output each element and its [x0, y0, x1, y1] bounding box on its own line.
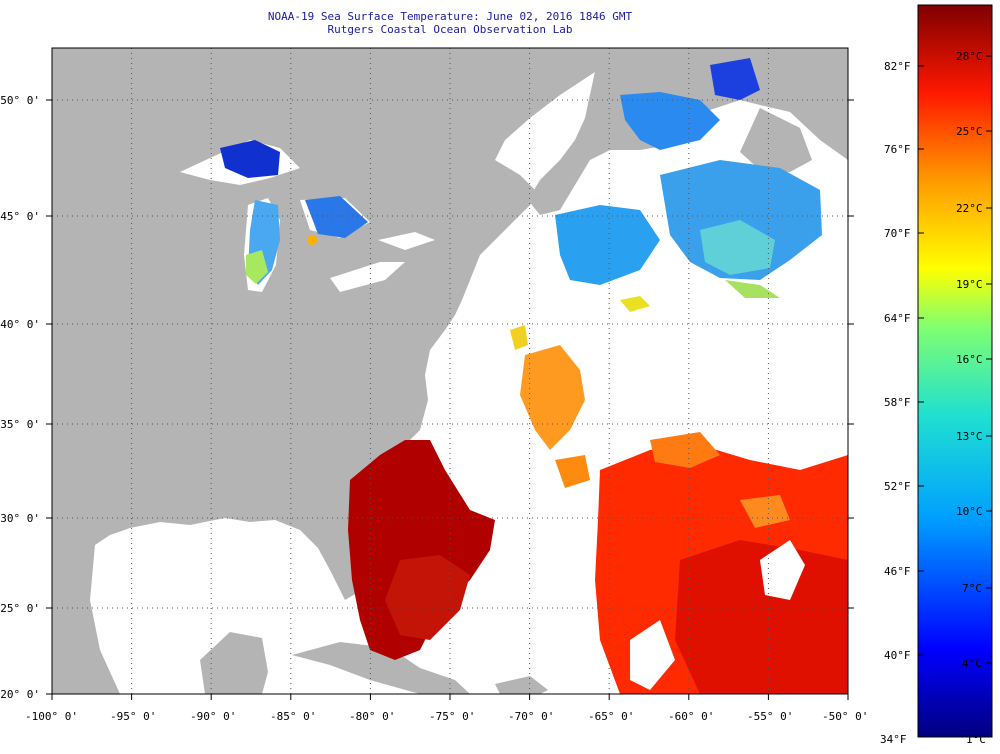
colorbar-c-label: 7°C: [962, 582, 982, 595]
sst-michigan-warm: [246, 250, 268, 284]
sst-orange-patch: [555, 455, 590, 488]
colorbar-f-label: 34°F: [880, 733, 907, 746]
sst-east-orange: [650, 432, 720, 468]
colorbar-f-label: 64°F: [884, 312, 911, 325]
colorbar-c-label: 28°C: [956, 50, 983, 63]
land-newfoundland: [740, 108, 812, 172]
sst-shelf-yellow2: [510, 325, 528, 350]
lon-label: -95° 0': [110, 710, 157, 723]
colorbar-f-label: 70°F: [884, 227, 911, 240]
colorbar-f-label: 40°F: [884, 649, 911, 662]
lon-label: -80° 0': [349, 710, 396, 723]
sst-labrador: [710, 58, 760, 100]
colorbar-c-label: 22°C: [956, 202, 983, 215]
lon-label: -85° 0': [270, 710, 317, 723]
map-title: NOAA-19 Sea Surface Temperature: June 02…: [267, 10, 633, 23]
colorbar-f-label: 82°F: [884, 60, 911, 73]
lat-label: 35° 0': [0, 418, 40, 431]
colorbar-ticks: [918, 55, 992, 664]
colorbar-c-label: 1°C: [966, 733, 986, 746]
lon-label: -55° 0': [747, 710, 794, 723]
lon-label: -60° 0': [668, 710, 715, 723]
colorbar-f-label: 58°F: [884, 396, 911, 409]
lon-label: -50° 0': [822, 710, 869, 723]
lat-label: 20° 0': [0, 688, 40, 701]
lon-label: -65° 0': [588, 710, 635, 723]
sst-superior: [220, 140, 280, 178]
lon-label: -75° 0': [429, 710, 476, 723]
axis-ticks: [46, 99, 854, 700]
sst-east-orange2: [740, 495, 790, 528]
colorbar-c-label: 16°C: [956, 353, 983, 366]
lat-label: 40° 0': [0, 318, 40, 331]
lake-ontario: [378, 232, 435, 250]
sst-grand-banks: [660, 160, 822, 280]
lat-label: 45° 0': [0, 210, 40, 223]
land-north-america: [52, 48, 600, 694]
lon-label: -100° 0': [25, 710, 78, 723]
sst-huron-warm: [307, 235, 317, 245]
colorbar-c-label: 19°C: [956, 278, 983, 291]
lat-label: 25° 0': [0, 602, 40, 615]
sst-shelf-yellow: [620, 296, 650, 312]
colorbar: [917, 4, 993, 738]
lake-erie: [330, 262, 405, 292]
colorbar-c-label: 13°C: [956, 430, 983, 443]
sst-gulfstream-orange: [520, 345, 585, 450]
sst-banks-cool: [700, 220, 775, 275]
lat-label: 50° 0': [0, 94, 40, 107]
colorbar-f-label: 76°F: [884, 143, 911, 156]
sst-st-lawrence: [620, 92, 720, 150]
land-hispaniola: [495, 676, 548, 694]
colorbar-c-label: 25°C: [956, 125, 983, 138]
sst-east-deep: [675, 540, 848, 694]
lon-label: -90° 0': [190, 710, 237, 723]
lat-label: 30° 0': [0, 512, 40, 525]
sst-banks-green: [725, 280, 780, 298]
sst-gulf-of-maine: [555, 205, 660, 285]
colorbar-c-label: 4°C: [962, 657, 982, 670]
sst-bahamas-red: [385, 555, 470, 640]
colorbar-c-label: 10°C: [956, 505, 983, 518]
map-subtitle: Rutgers Coastal Ocean Observation Lab: [327, 23, 573, 36]
lon-label: -70° 0': [508, 710, 555, 723]
sst-east-cloud: [760, 540, 805, 600]
colorbar-f-label: 52°F: [884, 480, 911, 493]
land-cuba: [292, 642, 470, 694]
land-yucatan: [200, 632, 268, 694]
sst-east-cloud2: [630, 620, 675, 690]
sst-huron: [305, 196, 368, 238]
colorbar-f-label: 46°F: [884, 565, 911, 578]
sst-florida-red: [348, 440, 495, 660]
